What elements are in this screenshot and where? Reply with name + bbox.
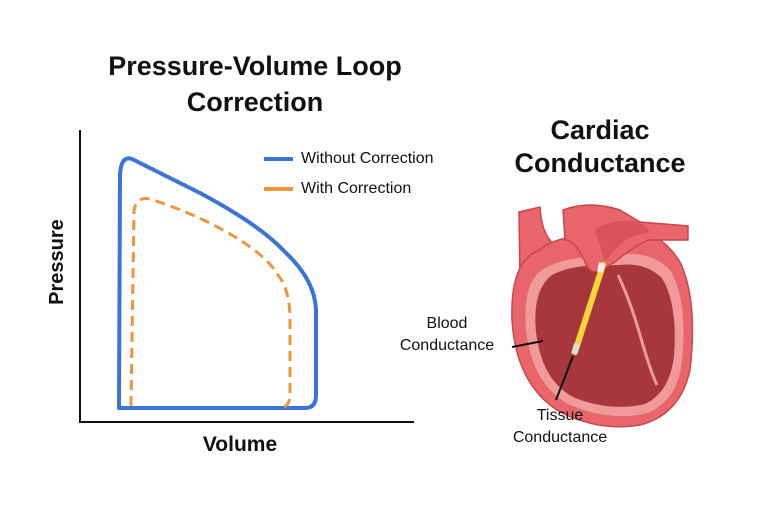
heart-title-line2: Conductance — [514, 148, 686, 178]
plot-title-line2: Correction — [186, 87, 324, 117]
plot-title-line1: Pressure-Volume Loop — [108, 51, 402, 81]
heart-title-line1: Cardiac — [550, 115, 650, 145]
loop-with-correction — [129, 197, 292, 409]
heart-title: Cardiac Conductance — [490, 114, 710, 180]
catheter — [572, 262, 606, 355]
tissue-conductance-label: Tissue Conductance — [495, 405, 625, 449]
blood-pointer-line — [511, 340, 544, 348]
y-axis-label: Pressure — [46, 219, 68, 305]
tissue-label-line1: Tissue — [536, 407, 584, 424]
blood-label-line1: Blood — [426, 315, 468, 332]
x-axis-label: Volume — [202, 433, 278, 456]
tissue-label-line2: Conductance — [512, 429, 608, 446]
legend-label-without: Without Correction — [301, 150, 434, 167]
heart-illustration — [511, 204, 694, 428]
loop-without-correction — [117, 156, 318, 410]
plot-title: Pressure-Volume Loop Correction — [60, 48, 450, 120]
tissue-pointer-line — [555, 355, 574, 401]
legend-label-with: With Correction — [301, 180, 412, 197]
blood-conductance-label: Blood Conductance — [382, 313, 512, 357]
blood-label-line2: Conductance — [399, 337, 495, 354]
